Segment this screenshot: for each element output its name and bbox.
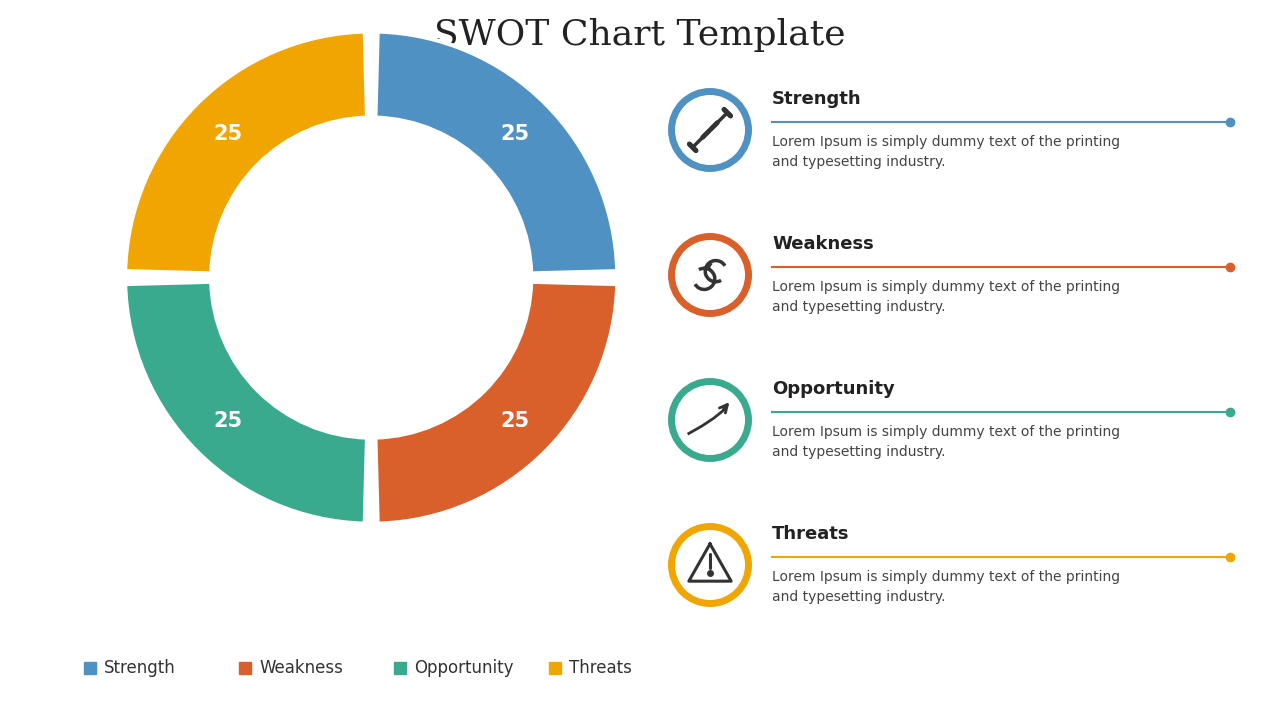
Text: Threats: Threats	[570, 659, 632, 677]
Circle shape	[672, 382, 749, 459]
Text: Opportunity: Opportunity	[772, 380, 895, 398]
Text: 25: 25	[212, 124, 242, 144]
Text: Strength: Strength	[772, 90, 861, 108]
Text: Weakness: Weakness	[259, 659, 343, 677]
Wedge shape	[375, 282, 617, 523]
Text: SWOT Chart Template: SWOT Chart Template	[434, 18, 846, 52]
Wedge shape	[125, 282, 367, 523]
Circle shape	[672, 526, 749, 603]
Text: Lorem Ipsum is simply dummy text of the printing
and typesetting industry.: Lorem Ipsum is simply dummy text of the …	[772, 570, 1120, 604]
Text: Weakness: Weakness	[772, 235, 874, 253]
Text: Strength: Strength	[104, 659, 175, 677]
Text: Opportunity: Opportunity	[413, 659, 513, 677]
Text: 25: 25	[500, 124, 530, 144]
Text: Lorem Ipsum is simply dummy text of the printing
and typesetting industry.: Lorem Ipsum is simply dummy text of the …	[772, 280, 1120, 314]
Circle shape	[672, 91, 749, 168]
Circle shape	[672, 236, 749, 313]
Wedge shape	[375, 32, 617, 274]
Text: 25: 25	[500, 411, 530, 431]
Text: Threats: Threats	[772, 525, 850, 543]
Text: Lorem Ipsum is simply dummy text of the printing
and typesetting industry.: Lorem Ipsum is simply dummy text of the …	[772, 135, 1120, 169]
Text: 25: 25	[212, 411, 242, 431]
Wedge shape	[125, 32, 367, 274]
Text: Lorem Ipsum is simply dummy text of the printing
and typesetting industry.: Lorem Ipsum is simply dummy text of the …	[772, 425, 1120, 459]
